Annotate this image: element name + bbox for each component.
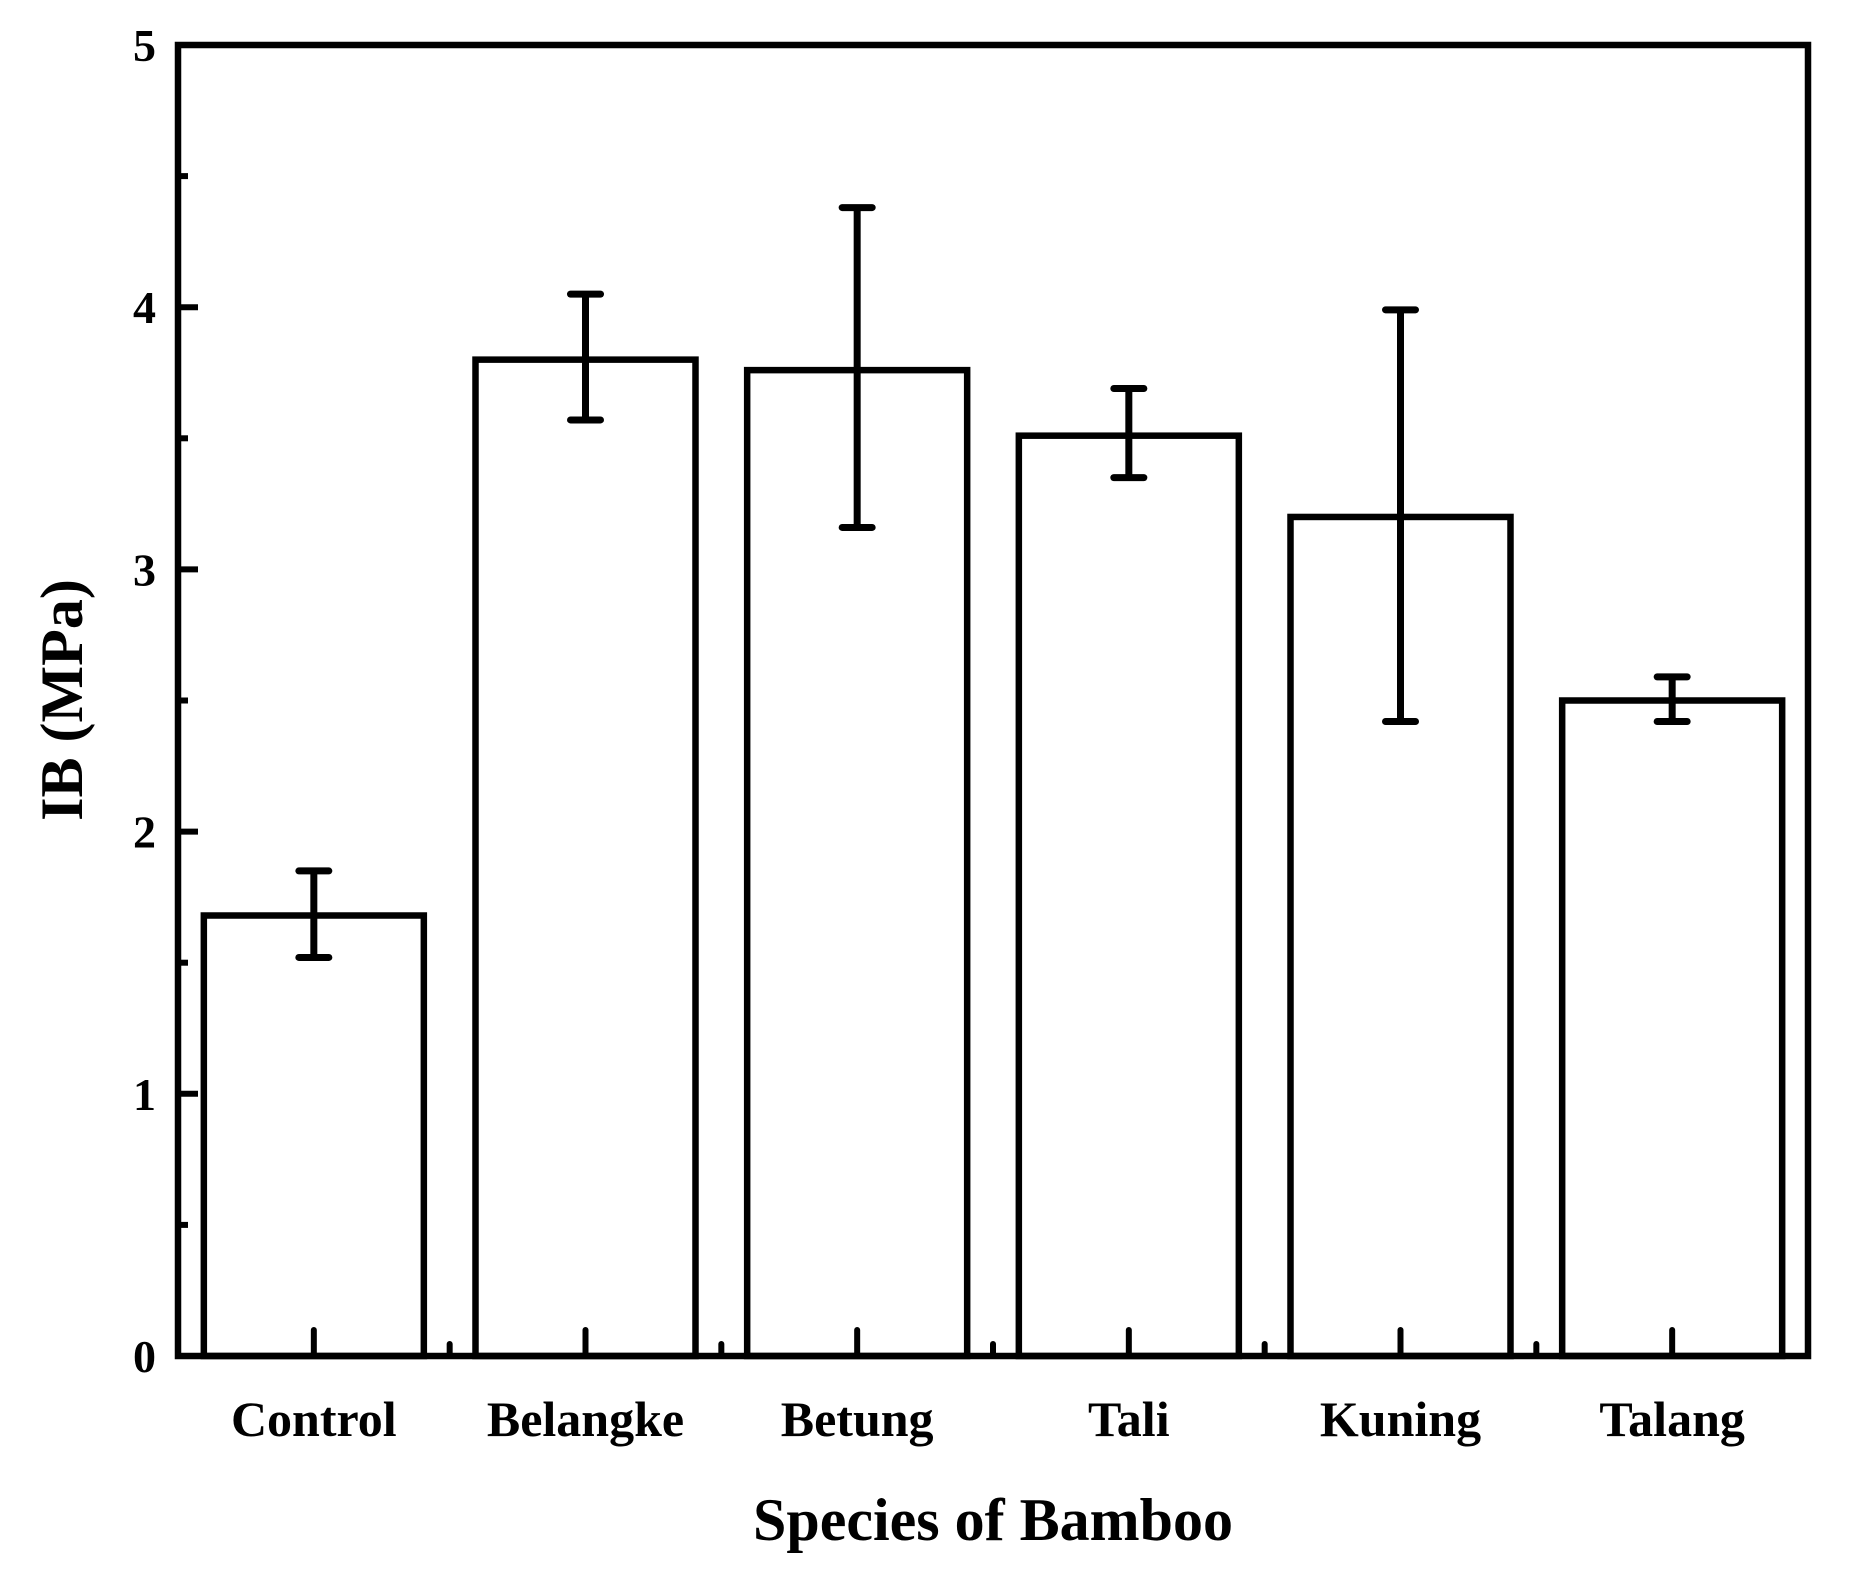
y-tick-label: 3 <box>133 544 156 595</box>
x-tick-label: Tali <box>1088 1391 1170 1447</box>
bar-tali <box>1015 432 1243 1360</box>
axes-layer <box>174 41 1812 1360</box>
x-tick-label: Control <box>231 1391 397 1447</box>
y-tick-label: 0 <box>133 1331 156 1382</box>
error-bar-talang <box>1653 673 1691 725</box>
bar-talang <box>1558 697 1786 1360</box>
error-bars-layer <box>295 204 1691 961</box>
y-tick-label: 2 <box>133 807 156 858</box>
bar-control <box>200 912 428 1360</box>
bar-belangke <box>472 356 699 1360</box>
x-tick-label: Betung <box>781 1391 934 1447</box>
x-tick-label: Kuning <box>1320 1391 1481 1447</box>
error-bar-belangke <box>567 290 604 424</box>
error-bar-control <box>295 867 333 961</box>
y-tick-label: 5 <box>133 20 156 71</box>
x-tick-label: Talang <box>1599 1391 1744 1447</box>
x-axis-title: Species of Bamboo <box>753 1487 1233 1553</box>
y-axis-title: IB (MPa) <box>29 579 95 821</box>
y-tick-label: 1 <box>133 1069 156 1120</box>
labels-layer: Control Belangke Betung Tali Kuning Talang 0 1 2… <box>133 20 1745 1447</box>
plot-frame <box>174 41 1812 1360</box>
y-tick-label: 4 <box>133 282 156 333</box>
bar-betung <box>743 366 971 1360</box>
error-bar-betung <box>838 204 876 531</box>
error-bar-kuning <box>1382 306 1419 725</box>
error-bar-tali <box>1110 384 1148 482</box>
bars-layer <box>200 356 1786 1360</box>
x-tick-label: Belangke <box>487 1391 684 1447</box>
